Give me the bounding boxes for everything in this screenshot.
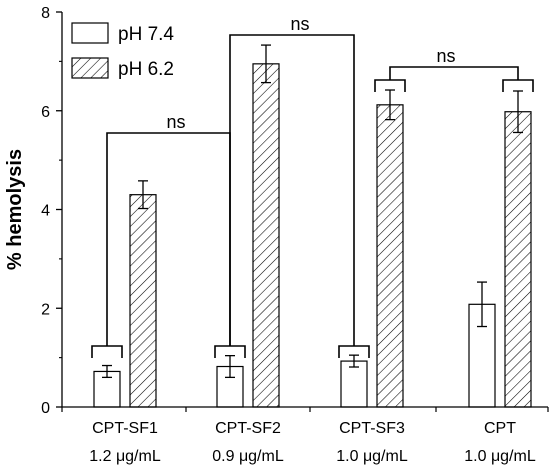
error-bars-layer xyxy=(102,44,523,379)
x-category-sublabel: 1.2 μg/mL xyxy=(89,448,161,465)
y-tick-label: 2 xyxy=(41,301,50,318)
error-bar xyxy=(385,89,395,121)
legend-swatch xyxy=(71,22,109,44)
ns-bracket-sf3-cpt: ns xyxy=(374,46,534,92)
x-category-sublabel: 1.0 μg/mL xyxy=(336,448,408,465)
error-bar xyxy=(102,364,112,379)
legend-swatch xyxy=(71,57,109,79)
legend-item-ph62: pH 6.2 xyxy=(71,57,174,80)
error-bar xyxy=(477,281,487,328)
y-tick-label: 4 xyxy=(41,203,50,220)
legend-item-ph74: pH 7.4 xyxy=(71,22,174,45)
bars-layer xyxy=(93,63,532,408)
ns-label: ns xyxy=(290,14,309,34)
bar-ph62-cpt-sf1 xyxy=(129,194,157,408)
significance-brackets-layer: ns ns ns xyxy=(91,14,534,358)
y-tick-label: 8 xyxy=(41,5,50,22)
error-bar xyxy=(261,44,271,84)
ns-bracket-sf1-sf2: ns xyxy=(91,112,246,358)
error-bar xyxy=(225,354,235,379)
y-tick-label: 0 xyxy=(41,400,50,417)
x-category-label: CPT xyxy=(484,420,516,437)
error-bar xyxy=(138,180,148,210)
legend-label: pH 7.4 xyxy=(118,24,174,45)
bar-ph62-cpt-sf3 xyxy=(376,104,404,408)
error-bar xyxy=(513,90,523,134)
x-category-label: CPT-SF1 xyxy=(92,420,158,437)
x-category-label: CPT-SF2 xyxy=(215,420,281,437)
error-bar xyxy=(349,354,359,368)
y-tick-label: 6 xyxy=(41,104,50,121)
ns-label: ns xyxy=(436,46,455,66)
x-category-sublabel: 0.9 μg/mL xyxy=(212,448,284,465)
bar-ph74-cpt-sf3 xyxy=(340,360,368,408)
x-category-label: CPT-SF3 xyxy=(339,420,405,437)
legend: pH 7.4 pH 6.2 xyxy=(71,22,174,80)
ns-label: ns xyxy=(166,112,185,132)
x-category-sublabel: 1.0 μg/mL xyxy=(464,448,536,465)
ns-bracket-sf2-sf3: ns xyxy=(229,14,370,358)
legend-label: pH 6.2 xyxy=(118,59,174,80)
y-axis-title: % hemolysis xyxy=(4,149,26,270)
bar-ph62-cpt-sf2 xyxy=(252,63,280,408)
bar-ph62-cpt xyxy=(504,111,532,408)
axes-layer: 0 2 4 6 8 CPT-SF1 1.2 μg/mL CPT-SF2 0.9 μg/mL CPT… xyxy=(4,5,549,465)
